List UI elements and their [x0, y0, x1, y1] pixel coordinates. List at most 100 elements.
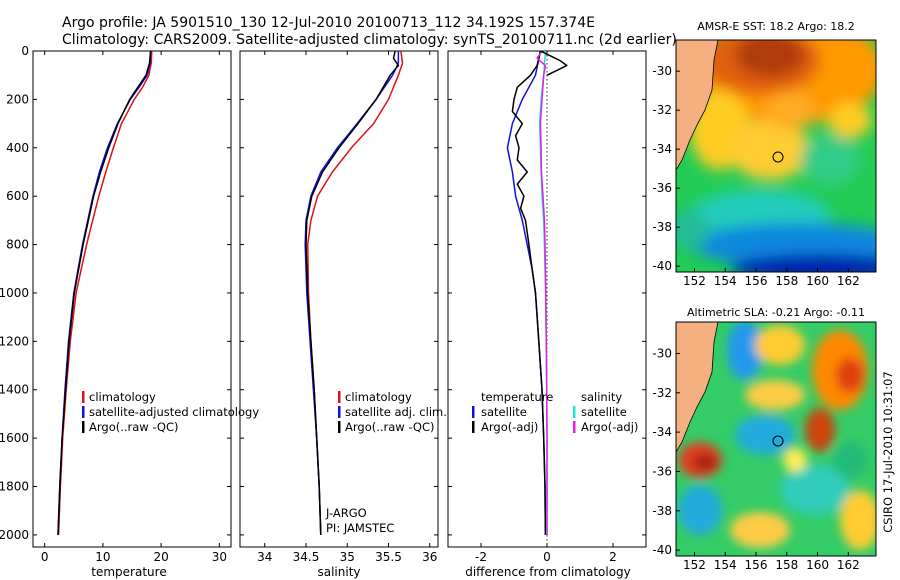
legend-swatch-red	[338, 391, 341, 403]
x-tick-label: 2	[609, 550, 617, 564]
salinity-lines	[304, 50, 404, 535]
temperature-legend-argo: Argo(..raw -QC)	[89, 420, 179, 434]
map-x-tick-label: 162	[837, 274, 860, 288]
series-line-salinity-argo-adj-	[536, 50, 548, 535]
difference-panel: -2 0 2 difference from climatology tempera…	[447, 50, 647, 579]
salinity-xlabel: salinity	[317, 565, 360, 579]
x-tick-label: 20	[153, 550, 168, 564]
map-y-tick-label: -38	[652, 504, 672, 518]
salinity-legend-satellite: satellite adj. clim.	[345, 405, 447, 419]
difference-ticks: -2 0 2	[448, 50, 646, 564]
series-line-temperature-argo-adj-	[511, 50, 547, 535]
legend-swatch-cyan	[573, 406, 576, 418]
salinity-annotation-jargo: J-ARGO	[325, 506, 367, 520]
x-tick-label: -2	[475, 550, 487, 564]
temperature-xlabel: temperature	[91, 565, 166, 579]
salinity-annotation-pi: PI: JAMSTEC	[326, 521, 394, 535]
difference-lines	[506, 50, 568, 535]
legend-swatch-blue	[82, 406, 85, 418]
sst-coastline	[676, 40, 719, 171]
difference-legend: temperature salinity satellite Argo(-adj…	[472, 390, 638, 434]
map-x-tick-label: 158	[775, 558, 798, 572]
header-line-2: Climatology: CARS2009. Satellite-adjuste…	[62, 32, 677, 48]
y-tick-label: 0	[21, 44, 29, 58]
map-x-tick-label: 162	[837, 558, 860, 572]
y-tick-label: 400	[6, 141, 29, 155]
map-y-tick-label: -34	[652, 142, 672, 156]
sst-map-frame	[675, 39, 877, 273]
difference-legend-temperature-header: temperature	[481, 390, 553, 404]
sst-map-ticks: 152 154 156 158 160 162 -30 -32 -34 -36 -38 -40	[652, 64, 859, 288]
series-line-satellite-adj-clim-	[304, 51, 400, 535]
map-y-tick-label: -40	[652, 543, 672, 557]
difference-legend-sal-satellite: satellite	[581, 405, 627, 419]
sst-map: AMSR-E SST: 18.2 Argo: 18.2 152 154 156 158	[652, 20, 877, 288]
difference-legend-temp-argo: Argo(-adj)	[481, 420, 538, 434]
sla-coastline	[676, 322, 719, 453]
x-tick-label: 10	[95, 550, 110, 564]
y-tick-label: 600	[6, 189, 29, 203]
sla-map: Altimetric SLA: -0.21 Argo: -0.11	[652, 306, 877, 572]
map-y-tick-label: -30	[652, 64, 672, 78]
sla-map-frame	[675, 321, 877, 557]
legend-swatch-magenta	[573, 421, 576, 433]
map-x-tick-label: 154	[714, 558, 737, 572]
y-tick-label: 2000	[0, 528, 29, 542]
sst-map-field	[676, 40, 876, 272]
x-tick-label: 35	[340, 550, 355, 564]
difference-xlabel: difference from climatology	[465, 565, 631, 579]
temperature-ticks: 0 10 20 30 0 200 400 600 800 1000 1200 1400 1600 1800…	[0, 44, 231, 564]
x-tick-label: 34	[257, 550, 272, 564]
map-y-tick-label: -30	[652, 346, 672, 360]
series-line-satellite-adjusted-climatology	[57, 50, 152, 535]
map-x-tick-label: 160	[806, 558, 829, 572]
map-y-tick-label: -36	[652, 181, 672, 195]
map-y-tick-label: -34	[652, 425, 672, 439]
y-tick-label: 800	[6, 238, 29, 252]
legend-swatch-black	[472, 421, 475, 433]
sla-map-title: Altimetric SLA: -0.21 Argo: -0.11	[687, 306, 865, 319]
header-line-1: Argo profile: JA 5901510_130 12-Jul-2010…	[62, 15, 595, 31]
salinity-axes-frame	[239, 50, 439, 548]
difference-legend-temp-satellite: satellite	[481, 405, 527, 419]
y-tick-label: 1800	[0, 480, 29, 494]
salinity-legend-climatology: climatology	[345, 390, 412, 404]
sla-map-field	[676, 322, 876, 556]
legend-swatch-blue	[338, 406, 341, 418]
x-tick-label: 0	[543, 550, 551, 564]
y-tick-label: 1000	[0, 286, 29, 300]
legend-swatch-black	[338, 421, 341, 433]
series-line-argo-raw-near-surface	[540, 50, 568, 76]
map-y-tick-label: -38	[652, 220, 672, 234]
map-x-tick-label: 156	[745, 274, 768, 288]
y-tick-label: 200	[6, 92, 29, 106]
sla-argo-location-marker	[772, 435, 784, 447]
map-x-tick-label: 152	[683, 274, 706, 288]
map-x-tick-label: 160	[806, 274, 829, 288]
map-x-tick-label: 156	[745, 558, 768, 572]
series-line-argo-raw-qc-	[57, 50, 152, 535]
x-tick-label: 34.5	[293, 550, 320, 564]
map-y-tick-label: -40	[652, 259, 672, 273]
salinity-ticks: 34 34.5 35 35.5 36	[240, 50, 438, 564]
x-tick-label: 0	[41, 550, 49, 564]
y-tick-label: 1200	[0, 334, 29, 348]
sst-argo-location-marker	[772, 151, 784, 163]
x-tick-label: 30	[212, 550, 227, 564]
map-x-tick-label: 154	[714, 274, 737, 288]
salinity-legend: climatology satellite adj. clim. Argo(..…	[338, 390, 447, 434]
temperature-axes-frame	[32, 50, 232, 548]
series-line-climatology	[306, 50, 404, 535]
series-line-argo-raw-qc-	[305, 50, 400, 535]
temperature-lines	[57, 50, 153, 535]
legend-swatch-red	[82, 391, 85, 403]
temperature-legend-satellite: satellite-adjusted climatology	[89, 405, 259, 419]
y-tick-label: 1400	[0, 383, 29, 397]
map-x-tick-label: 158	[775, 274, 798, 288]
y-tick-label: 1600	[0, 431, 29, 445]
temperature-panel: 0 10 20 30 0 200 400 600 800 1000 1200 1400 1600 1800…	[0, 44, 259, 579]
sst-map-title: AMSR-E SST: 18.2 Argo: 18.2	[697, 20, 855, 33]
temperature-legend: climatology satellite-adjusted climatolo…	[82, 390, 259, 434]
map-x-tick-label: 152	[683, 558, 706, 572]
